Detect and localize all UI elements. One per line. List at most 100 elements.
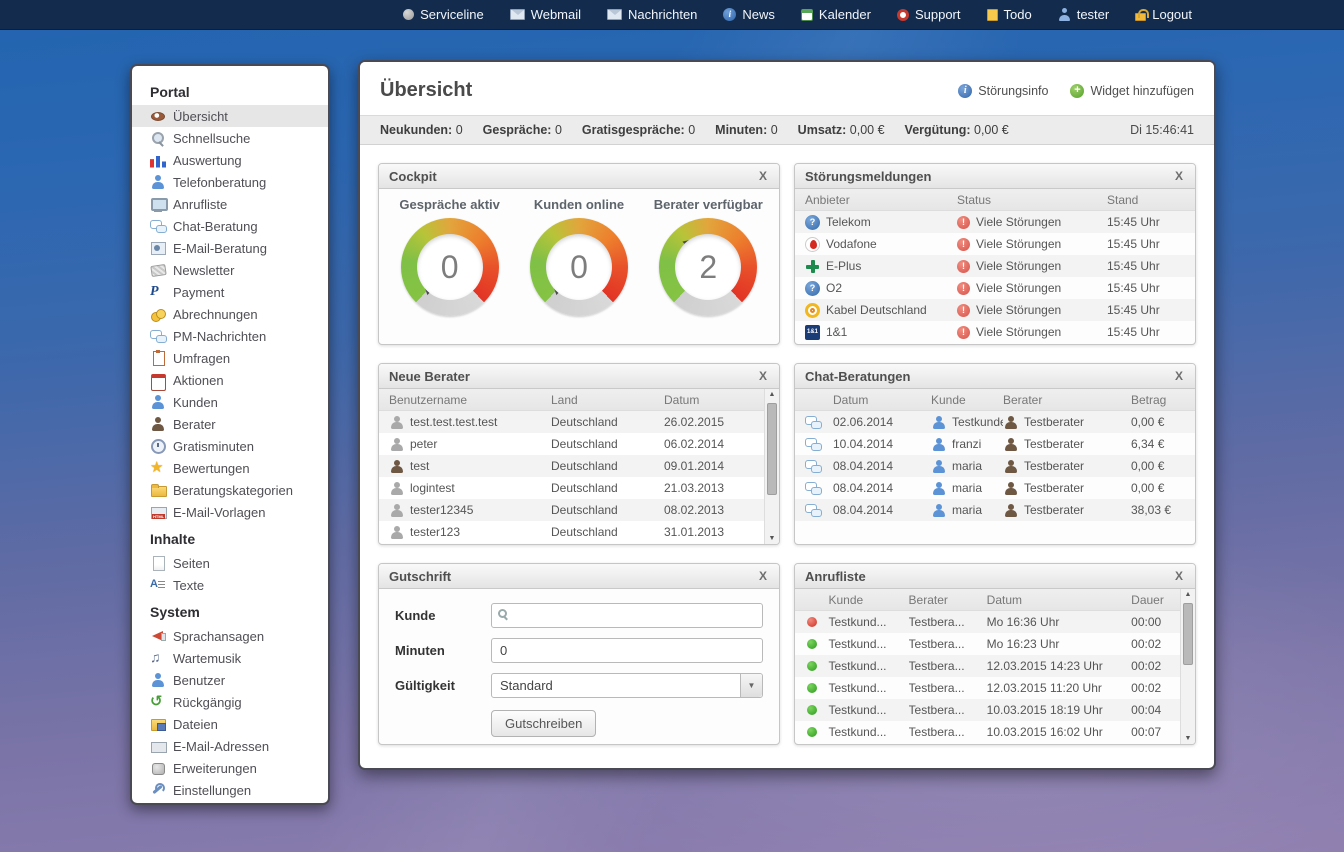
sidebar-item-beratungskategorien[interactable]: Beratungskategorien xyxy=(132,479,328,501)
table-header-row: Benutzername Land Datum xyxy=(379,389,764,411)
table-row[interactable]: 08.04.2014 maria Testberater 38,03 € xyxy=(795,499,1195,521)
nav-serviceline[interactable]: Serviceline xyxy=(403,7,484,22)
sidebar-item-auswertung[interactable]: Auswertung xyxy=(132,149,328,171)
table-row[interactable]: test Deutschland 09.01.2014 xyxy=(379,455,764,477)
table-row[interactable]: Testkund... Testbera... 10.03.2015 16:02… xyxy=(795,721,1180,743)
sidebar-item-berater[interactable]: Berater xyxy=(132,413,328,435)
sidebar-item-pm-nachrichten[interactable]: PM-Nachrichten xyxy=(132,325,328,347)
table-row[interactable]: O2 ! Viele Störungen 15:45 Uhr xyxy=(795,277,1195,299)
sidebar-item-texte[interactable]: Texte xyxy=(132,574,328,596)
scroll-down-icon[interactable]: ▼ xyxy=(768,535,776,542)
widget-cockpit: Cockpit X Gespräche aktiv 0 Kunden onlin… xyxy=(378,163,780,345)
scroll-up-icon[interactable]: ▲ xyxy=(768,391,776,398)
stoerungen-table: Anbieter Status Stand Telekom ! Viele Stö… xyxy=(795,189,1195,344)
sidebar-item-aktionen[interactable]: Aktionen xyxy=(132,369,328,391)
widget-header: Neue Berater X xyxy=(379,364,779,389)
sidebar-item-chat-beratung[interactable]: Chat-Beratung xyxy=(132,215,328,237)
nav-support[interactable]: Support xyxy=(896,7,961,22)
table-row[interactable]: 1&1 ! Viele Störungen 15:45 Uhr xyxy=(795,321,1195,343)
sidebar-item-gratisminuten[interactable]: Gratisminuten xyxy=(132,435,328,457)
sidebar-item-email-beratung[interactable]: E-Mail-Beratung xyxy=(132,237,328,259)
close-icon[interactable]: X xyxy=(1174,569,1183,583)
sidebar-item-seiten[interactable]: Seiten xyxy=(132,552,328,574)
stoerungsinfo-button[interactable]: i Störungsinfo xyxy=(958,83,1048,98)
table-row[interactable]: tester123 Deutschland 31.01.2013 xyxy=(379,521,764,543)
gutschreiben-button[interactable]: Gutschreiben xyxy=(491,710,597,737)
table-row[interactable]: Testkund... Testbera... Mo 16:36 Uhr 00:… xyxy=(795,611,1180,633)
sidebar-item-email-vorlagen[interactable]: E-Mail-Vorlagen xyxy=(132,501,328,523)
table-row[interactable]: Vodafone ! Viele Störungen 15:45 Uhr xyxy=(795,233,1195,255)
stat-verguetung: Vergütung: 0,00 € xyxy=(905,123,1009,137)
col-kunde: Kunde xyxy=(931,392,966,407)
sidebar-item-rueckgaengig[interactable]: ↺ Rückgängig xyxy=(132,691,328,713)
scroll-thumb[interactable] xyxy=(1183,603,1193,665)
sidebar-item-einstellungen[interactable]: Einstellungen xyxy=(132,779,328,801)
sidebar-item-uebersicht[interactable]: Übersicht xyxy=(132,105,328,127)
close-icon[interactable]: X xyxy=(1174,169,1183,183)
sidebar-item-email-adressen[interactable]: E-Mail-Adressen xyxy=(132,735,328,757)
nav-user-tester[interactable]: tester xyxy=(1058,7,1109,22)
sidebar-item-kunden[interactable]: Kunden xyxy=(132,391,328,413)
scroll-thumb[interactable] xyxy=(767,403,777,495)
sidebar-item-label: E-Mail-Adressen xyxy=(173,738,270,754)
table-row[interactable]: logintest Deutschland 21.03.2013 xyxy=(379,477,764,499)
table-row[interactable]: Testkund... Testbera... 10.03.2015 18:19… xyxy=(795,699,1180,721)
sidebar-item-schnellsuche[interactable]: Schnellsuche xyxy=(132,127,328,149)
sidebar-item-umfragen[interactable]: Umfragen xyxy=(132,347,328,369)
nav-todo[interactable]: Todo xyxy=(986,7,1032,22)
lifebuoy-icon xyxy=(896,8,909,21)
table-row[interactable]: tester12345 Deutschland 08.02.2013 xyxy=(379,499,764,521)
table-row[interactable]: test.test.test.test Deutschland 26.02.20… xyxy=(379,411,764,433)
table-row[interactable]: 08.04.2014 maria Testberater 0,00 € xyxy=(795,477,1195,499)
text-icon xyxy=(150,577,166,593)
sidebar-item-newsletter[interactable]: Newsletter xyxy=(132,259,328,281)
nav-webmail[interactable]: Webmail xyxy=(509,7,581,22)
sidebar-item-bewertungen[interactable]: ★ Bewertungen xyxy=(132,457,328,479)
person-dark-icon xyxy=(150,416,166,432)
sidebar-item-dateien[interactable]: Dateien xyxy=(132,713,328,735)
minuten-input[interactable] xyxy=(491,638,763,663)
scrollbar[interactable]: ▲ ▼ xyxy=(1180,589,1195,744)
sidebar-item-telefonberatung[interactable]: Telefonberatung xyxy=(132,171,328,193)
sidebar-item-benutzer[interactable]: Benutzer xyxy=(132,669,328,691)
table-row[interactable]: peter Deutschland 06.02.2014 xyxy=(379,433,764,455)
table-row[interactable]: Telekom ! Viele Störungen 15:45 Uhr xyxy=(795,211,1195,233)
table-row[interactable]: Testkund... Testbera... Mo 16:23 Uhr 00:… xyxy=(795,633,1180,655)
table-row[interactable]: 10.04.2014 franzi Testberater 6,34 € xyxy=(795,433,1195,455)
nav-nachrichten[interactable]: Nachrichten xyxy=(607,7,697,22)
widget-hinzufuegen-button[interactable]: + Widget hinzufügen xyxy=(1070,83,1194,98)
table-row[interactable]: 08.04.2014 maria Testberater 0,00 € xyxy=(795,455,1195,477)
person-blue-icon xyxy=(931,459,946,474)
scroll-down-icon[interactable]: ▼ xyxy=(1184,735,1192,742)
chevron-down-icon[interactable]: ▼ xyxy=(740,674,762,697)
gueltigkeit-select[interactable]: Standard ▼ xyxy=(491,673,763,698)
table-row[interactable]: E-Plus ! Viele Störungen 15:45 Uhr xyxy=(795,255,1195,277)
nav-kalender[interactable]: Kalender xyxy=(800,7,871,22)
kunde-search-input[interactable] xyxy=(491,603,763,628)
close-icon[interactable]: X xyxy=(758,169,767,183)
close-icon[interactable]: X xyxy=(758,569,767,583)
table-row[interactable]: Testkund... Testbera... 12.03.2015 14:23… xyxy=(795,655,1180,677)
nav-news[interactable]: i News xyxy=(723,7,775,22)
close-icon[interactable]: X xyxy=(1174,369,1183,383)
table-row[interactable]: Testkund... Testbera... 12.03.2015 11:20… xyxy=(795,677,1180,699)
sidebar-item-anrufliste[interactable]: Anrufliste xyxy=(132,193,328,215)
scrollbar[interactable]: ▲ ▼ xyxy=(764,389,779,544)
nav-logout[interactable]: Logout xyxy=(1135,7,1192,22)
scroll-up-icon[interactable]: ▲ xyxy=(1184,591,1192,598)
sidebar-item-sprachansagen[interactable]: Sprachansagen xyxy=(132,625,328,647)
gauge-value: 0 xyxy=(416,234,483,300)
widget-header: Gutschrift X xyxy=(379,564,779,589)
username: peter xyxy=(410,437,438,451)
chat-bubbles-icon xyxy=(805,436,822,452)
chat-bubbles-icon xyxy=(150,328,167,344)
table-row[interactable]: 02.06.2014 Testkunde Testberater 0,00 € xyxy=(795,411,1195,433)
table-row[interactable]: Kabel Deutschland ! Viele Störungen 15:45… xyxy=(795,299,1195,321)
sidebar-item-wartemusik[interactable]: ♫ Wartemusik xyxy=(132,647,328,669)
mail-icon xyxy=(607,9,623,20)
sidebar-item-erweiterungen[interactable]: Erweiterungen xyxy=(132,757,328,779)
sidebar-item-payment[interactable]: P Payment xyxy=(132,281,328,303)
sidebar-item-abrechnungen[interactable]: Abrechnungen xyxy=(132,303,328,325)
close-icon[interactable]: X xyxy=(758,369,767,383)
plus-circle-icon: + xyxy=(1070,83,1085,98)
